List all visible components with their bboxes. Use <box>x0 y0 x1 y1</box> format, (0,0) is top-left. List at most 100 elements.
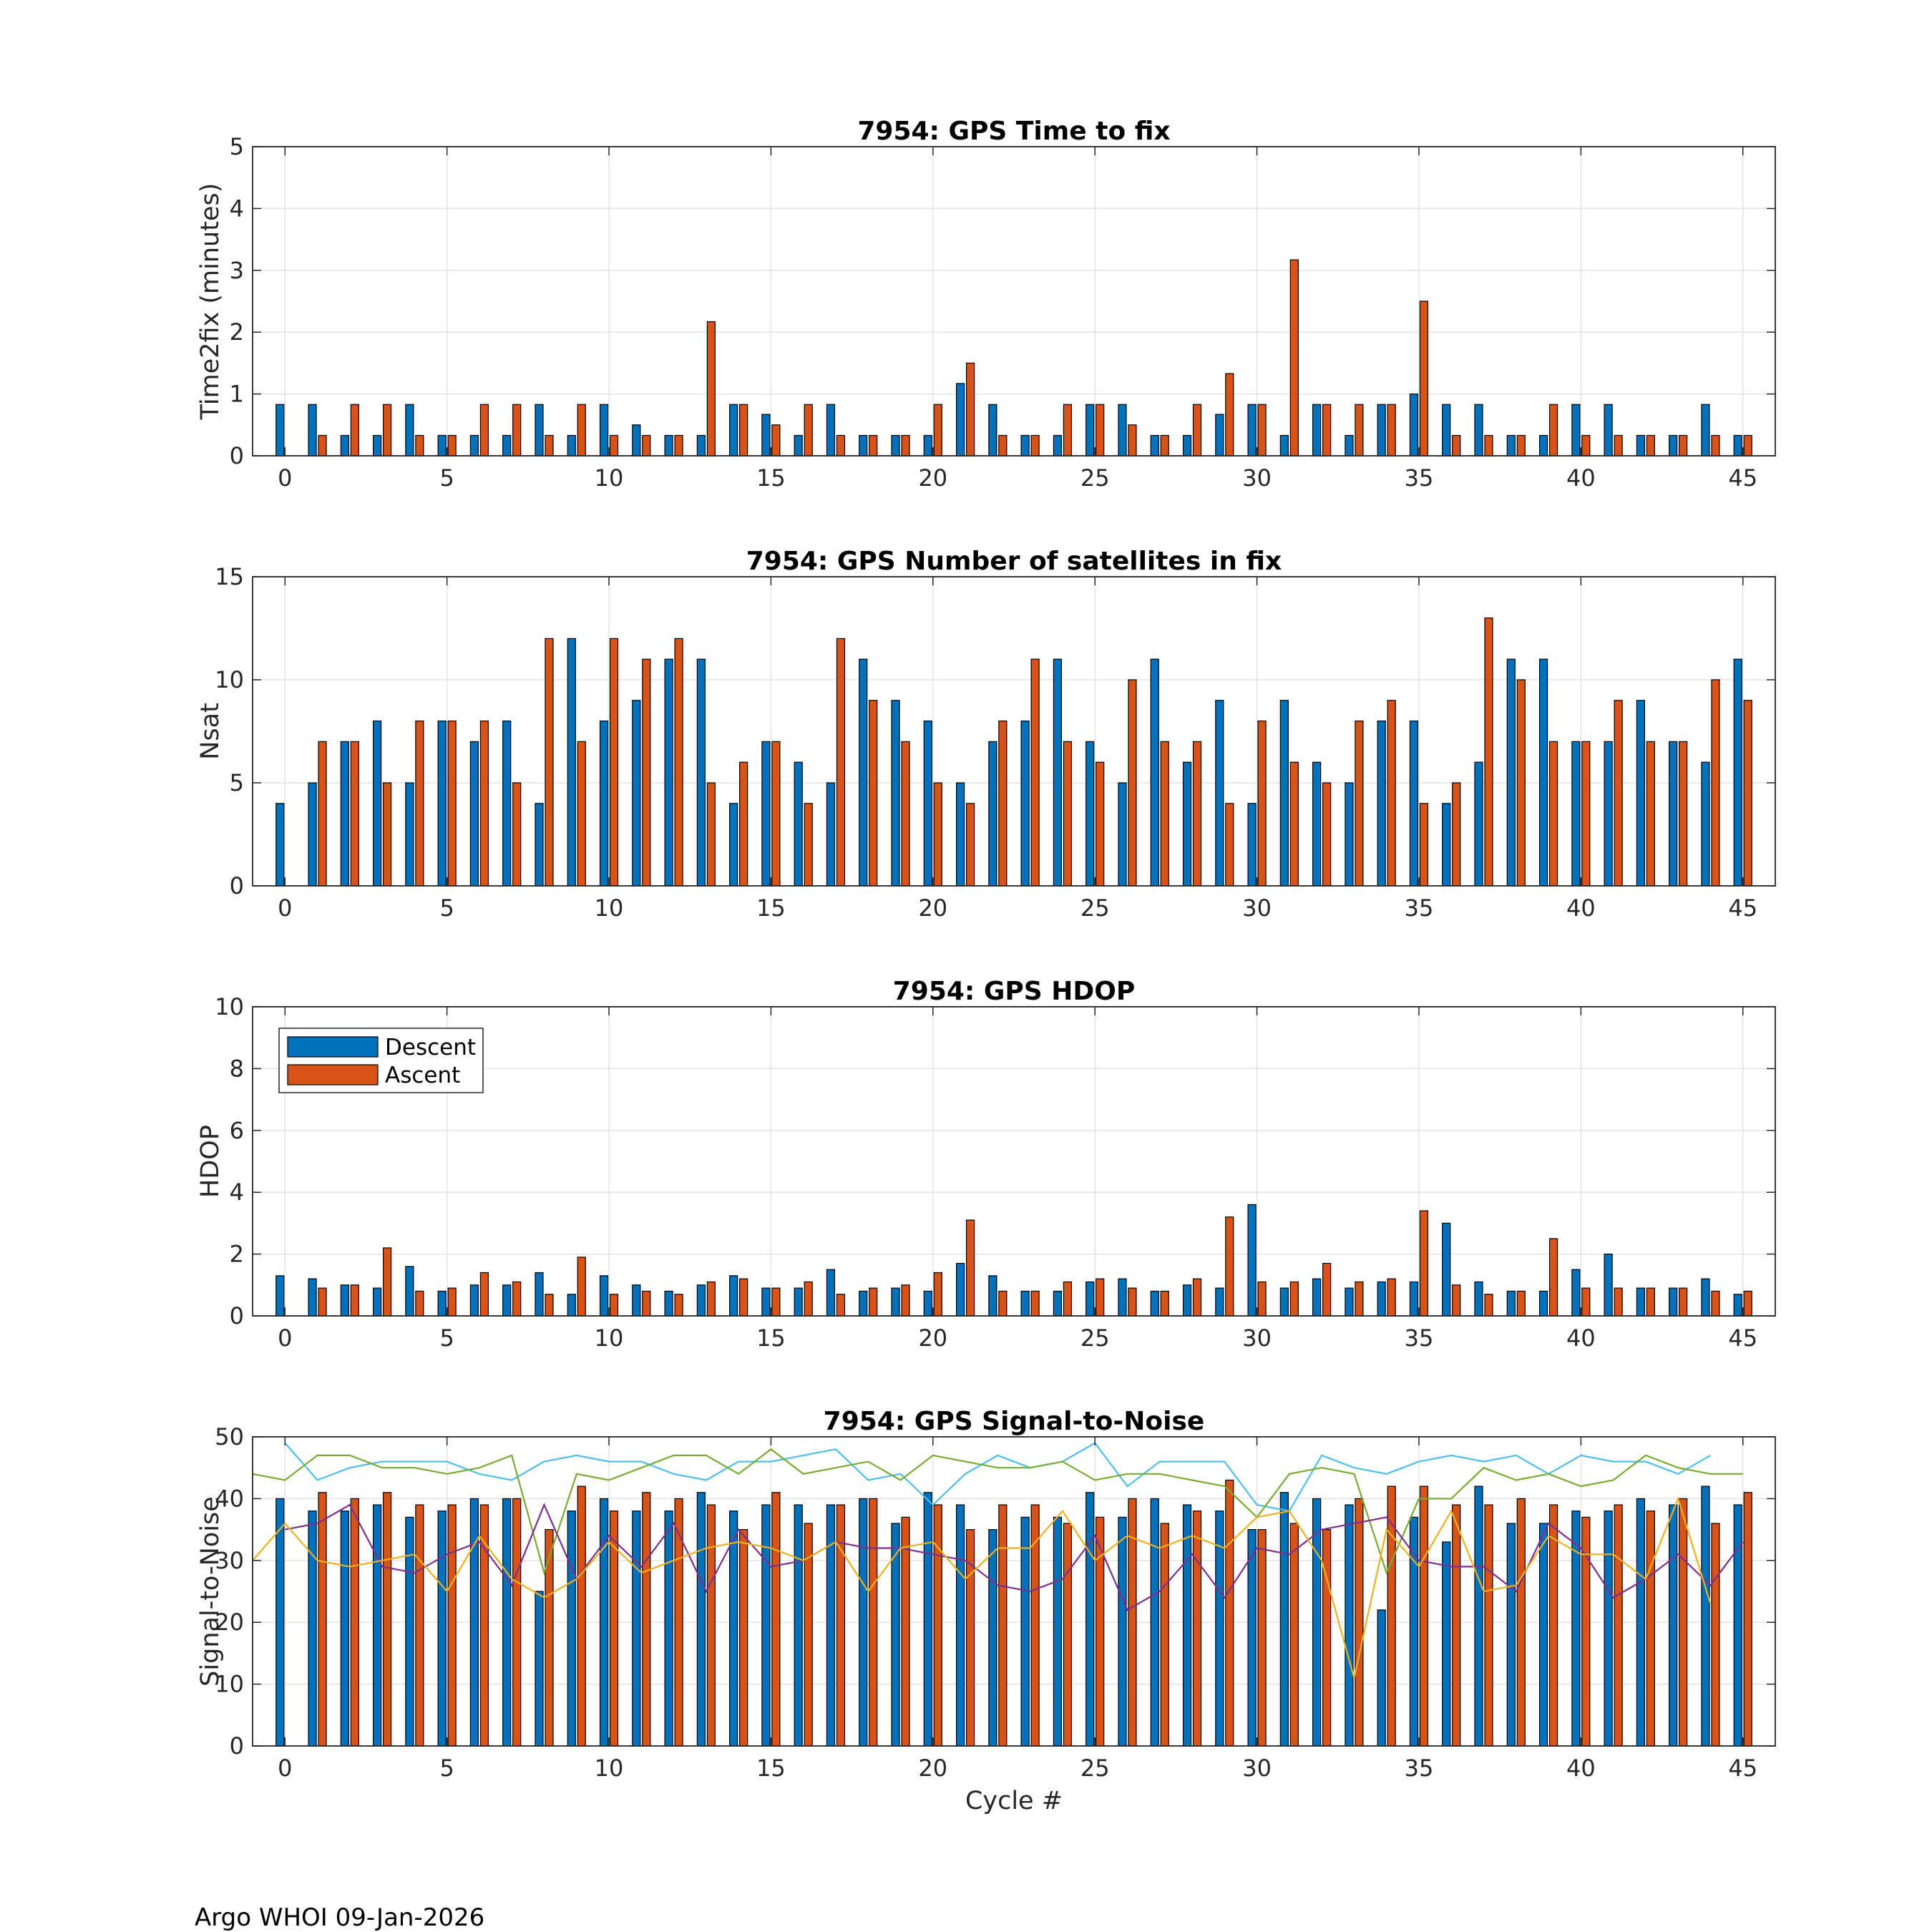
ascent-bar <box>1516 1290 1526 1317</box>
ascent-bar <box>1419 1485 1429 1747</box>
descent-bar <box>794 761 803 887</box>
y-tick-label: 6 <box>230 1117 244 1144</box>
ascent-bar <box>901 434 910 457</box>
descent-bar <box>1669 1287 1678 1317</box>
descent-bar <box>599 720 609 887</box>
ascent-bar <box>1160 1290 1169 1317</box>
ascent-bar <box>1614 434 1623 457</box>
descent-bar <box>340 741 349 887</box>
descent-bar <box>502 1284 512 1317</box>
ascent-bar <box>804 1281 813 1317</box>
descent-bar <box>1085 404 1095 457</box>
ascent-bar <box>1096 404 1105 457</box>
ascent-bar <box>512 404 522 457</box>
x-tick-label: 5 <box>439 1324 454 1352</box>
ascent-bar <box>804 803 813 887</box>
ascent-bar <box>1128 424 1137 457</box>
descent-bar <box>1604 1511 1613 1747</box>
ascent-bar <box>1192 1278 1202 1317</box>
ascent-bar <box>577 1485 586 1747</box>
ascent-bar <box>836 1294 846 1317</box>
descent-bar <box>729 404 738 457</box>
descent-bar <box>1571 741 1581 887</box>
ascent-bar <box>1257 1529 1267 1747</box>
descent-bar <box>373 720 382 887</box>
plot-area <box>253 1007 1775 1316</box>
descent-bar <box>567 1294 576 1317</box>
descent-bar <box>632 424 641 457</box>
y-tick-label: 8 <box>230 1055 244 1082</box>
descent-bar <box>664 1511 673 1747</box>
descent-bar <box>535 1591 544 1747</box>
descent-bar <box>1409 1516 1419 1747</box>
descent-bar <box>275 1498 285 1747</box>
hdop-panel: 0 5 10 15 20 25 30 35 40 45 0 2 4 6 8 10 7954: GPS HDOP H… <box>196 977 1776 1352</box>
descent-bar <box>1247 803 1257 887</box>
ascent-bar <box>1711 434 1720 457</box>
descent-bar <box>664 434 673 457</box>
x-tick-label: 45 <box>1728 464 1757 492</box>
descent-bar <box>988 404 997 457</box>
ascent-bar <box>1225 1216 1234 1317</box>
descent-bar <box>567 638 576 887</box>
descent-bar <box>891 434 900 457</box>
ascent-bar <box>1192 1511 1202 1747</box>
descent-bar <box>308 404 317 457</box>
plot-area <box>253 147 1775 456</box>
ascent-bar <box>1322 404 1332 457</box>
descent-bar <box>599 1498 609 1747</box>
ascent-bar <box>1192 741 1202 887</box>
y-tick-label: 0 <box>230 442 244 469</box>
ascent-bar <box>383 1492 392 1747</box>
descent-bar <box>502 720 512 887</box>
descent-bar <box>664 658 673 887</box>
descent-bar <box>567 1511 576 1747</box>
descent-bar <box>1279 1492 1289 1747</box>
descent-bar <box>761 414 771 457</box>
x-tick-label: 15 <box>756 1755 786 1782</box>
ascent-bar <box>933 404 942 457</box>
ascent-bar <box>706 321 716 457</box>
ascent-bar <box>1355 720 1364 887</box>
x-axis-label: Cycle # <box>965 1787 1063 1815</box>
descent-bar <box>1150 1498 1159 1747</box>
ascent-bar <box>1516 679 1526 887</box>
x-tick-label: 15 <box>756 464 786 492</box>
descent-bar <box>1053 658 1063 887</box>
y-tick-label: 40 <box>215 1485 244 1512</box>
x-tick-label: 30 <box>1242 464 1272 492</box>
descent-bar <box>1345 782 1354 887</box>
descent-bar <box>891 1287 900 1317</box>
descent-bar <box>1215 1287 1224 1317</box>
x-tick-label: 5 <box>439 894 454 922</box>
ascent-bar <box>836 434 846 457</box>
ascent-bar <box>674 638 683 887</box>
y-tick-label: 30 <box>215 1547 244 1574</box>
descent-bar <box>469 434 479 457</box>
ascent-bar <box>1452 434 1461 457</box>
ascent-bar <box>1096 761 1105 887</box>
snr-line-cyan <box>284 1442 1711 1512</box>
x-tick-label: 45 <box>1728 894 1757 922</box>
ascent-bar <box>642 1492 651 1747</box>
descent-bar <box>340 1511 349 1747</box>
descent-bar <box>1085 1492 1095 1747</box>
descent-bar <box>1604 741 1613 887</box>
ascent-bar <box>1257 1281 1267 1317</box>
ascent-bar <box>869 1498 878 1747</box>
descent-bar <box>1636 1287 1645 1317</box>
descent-bar <box>1506 658 1516 887</box>
ascent-bar <box>1548 741 1558 887</box>
ascent-bar <box>415 434 424 457</box>
descent-bar <box>1506 1290 1516 1317</box>
ascent-bar <box>1743 700 1752 887</box>
descent-bar <box>502 434 512 457</box>
descent-bar <box>1182 761 1192 887</box>
descent-bar <box>1474 1485 1483 1747</box>
x-tick-label: 15 <box>756 894 786 922</box>
legend-ascent-swatch <box>287 1064 379 1085</box>
descent-bar <box>1118 1278 1127 1317</box>
ascent-bar <box>447 434 457 457</box>
ascent-bar <box>1548 1238 1558 1317</box>
descent-bar <box>891 1523 900 1747</box>
